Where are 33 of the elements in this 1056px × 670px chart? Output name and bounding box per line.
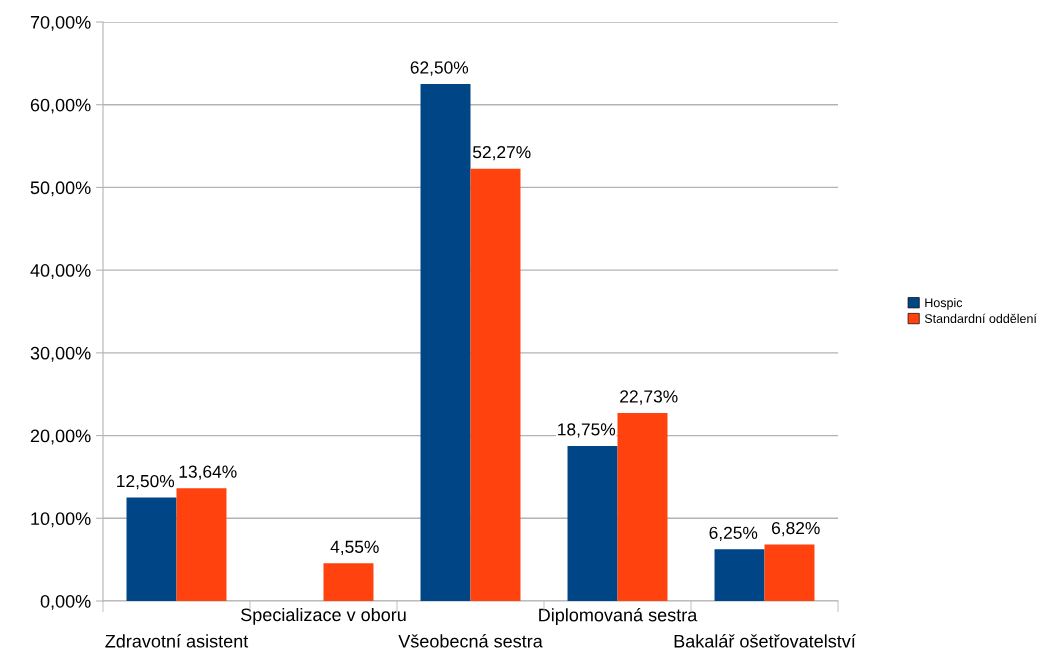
y-tick-label: 60,00%	[30, 98, 91, 114]
data-label: 6,82%	[772, 521, 820, 537]
bar	[420, 84, 471, 601]
x-tick-label: Diplomovaná sestra	[539, 607, 698, 625]
data-label: 22,73%	[620, 390, 678, 405]
x-tick-label: Zdravotní asistent	[105, 634, 249, 648]
x-tick-label: Bakalář ošetřovatelství	[674, 634, 856, 648]
data-label: 6,25%	[709, 526, 758, 541]
bar	[176, 488, 227, 601]
y-tick-label: 50,00%	[30, 181, 91, 197]
bar	[714, 549, 765, 601]
legend-label: Hospic	[925, 297, 963, 310]
data-label: 18,75%	[558, 423, 616, 438]
y-tick-label: 70,00%	[30, 15, 91, 31]
bar	[323, 563, 374, 601]
bar	[470, 168, 521, 601]
bar	[764, 544, 815, 601]
bar	[617, 412, 668, 601]
x-tick-label: Všeobecná sestra	[398, 634, 543, 648]
y-tick-label: 20,00%	[30, 429, 91, 445]
x-tick-label: Specializace v oboru	[241, 607, 406, 625]
y-tick-label: 30,00%	[30, 346, 91, 362]
y-tick-label: 10,00%	[31, 512, 91, 528]
data-label: 4,55%	[330, 540, 379, 556]
data-label: 62,50%	[410, 61, 469, 76]
data-label: 13,64%	[179, 465, 237, 480]
legend-label: Standardní oddělení	[924, 313, 1037, 323]
y-tick-label: 40,00%	[30, 264, 91, 279]
data-label: 52,27%	[473, 145, 531, 161]
data-label: 12,50%	[117, 474, 175, 490]
bar	[126, 497, 177, 601]
y-tick-label: 0,00%	[40, 594, 91, 610]
bar	[567, 445, 618, 601]
